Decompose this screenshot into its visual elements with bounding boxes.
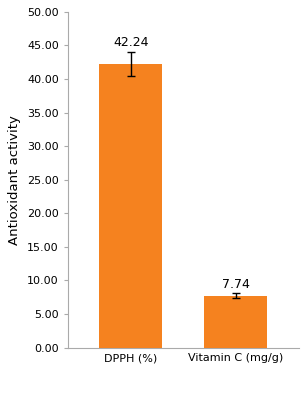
Text: 7.74: 7.74: [222, 278, 250, 291]
Bar: [99, 64, 162, 348]
Y-axis label: Antioxidant activity: Antioxidant activity: [8, 115, 22, 245]
Bar: [204, 295, 267, 348]
Text: 42.24: 42.24: [113, 36, 148, 49]
